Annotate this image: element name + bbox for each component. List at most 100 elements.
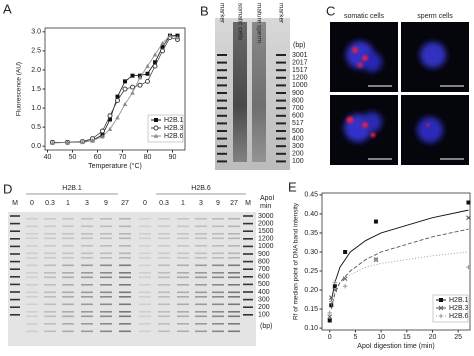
band <box>195 264 207 267</box>
y-tick-label: 0.25 <box>304 268 318 275</box>
band <box>276 145 286 148</box>
micrographs <box>330 22 469 165</box>
band <box>62 323 74 325</box>
band <box>81 284 93 286</box>
band <box>177 311 189 313</box>
band <box>212 311 224 313</box>
panel-label: D <box>3 181 12 196</box>
band <box>81 315 93 318</box>
point <box>100 128 105 134</box>
time-label: 9 <box>104 200 108 207</box>
band <box>100 284 112 286</box>
band <box>139 233 151 235</box>
band <box>44 303 56 306</box>
band <box>212 257 224 259</box>
time-unit: min <box>260 203 271 210</box>
band <box>81 311 93 313</box>
size-label: 500 <box>292 128 304 135</box>
band <box>158 303 170 306</box>
band <box>44 276 56 279</box>
band <box>119 303 131 306</box>
band <box>228 218 240 220</box>
band <box>212 264 224 267</box>
band <box>44 296 56 298</box>
plot-frame <box>321 192 471 331</box>
band <box>195 323 207 325</box>
band <box>139 303 151 306</box>
band <box>212 272 224 274</box>
band <box>26 323 38 325</box>
band <box>119 252 131 255</box>
group-label: H2B.6 <box>191 185 211 192</box>
unit-label: (bp) <box>293 42 305 49</box>
time-label: 0 <box>30 200 34 207</box>
band <box>139 218 151 220</box>
group-label: H2B.1 <box>62 185 82 192</box>
band <box>44 311 56 313</box>
band <box>44 330 56 333</box>
band <box>276 99 286 102</box>
band <box>81 330 93 333</box>
y-tick-label: 0.30 <box>304 249 318 256</box>
x-tick-label: 50 <box>69 154 77 161</box>
band <box>26 225 38 228</box>
point <box>152 52 158 57</box>
x-tick-label: 40 <box>44 154 52 161</box>
band <box>139 272 151 274</box>
band <box>276 137 286 140</box>
band <box>276 69 286 72</box>
band <box>217 152 227 155</box>
fit-line <box>330 228 469 310</box>
legend-box <box>147 114 184 143</box>
band <box>158 330 170 333</box>
band <box>158 264 170 267</box>
band <box>177 257 189 259</box>
time-label: 27 <box>230 200 238 207</box>
band <box>100 303 112 306</box>
point <box>145 78 150 84</box>
size-label: 600 <box>258 274 270 281</box>
point <box>107 113 113 119</box>
band <box>158 284 170 286</box>
band <box>177 303 189 306</box>
legend-label: H2B.6 <box>164 133 184 140</box>
x-tick-label: 10 <box>377 334 385 341</box>
point <box>80 140 85 145</box>
time-label: 0.3 <box>159 200 169 207</box>
size-label: 100 <box>292 158 304 165</box>
fit-line <box>330 209 469 302</box>
band <box>26 237 38 240</box>
column-label: sperm cells <box>417 13 453 20</box>
y-tick-label: 3.0 <box>31 29 41 36</box>
band <box>139 237 151 240</box>
band <box>100 264 112 267</box>
point <box>153 60 157 65</box>
point <box>115 94 120 99</box>
band <box>44 237 56 240</box>
band <box>217 122 227 125</box>
band <box>10 314 20 316</box>
size-label: 2017 <box>292 59 308 66</box>
band <box>158 276 170 279</box>
point <box>145 63 150 68</box>
band <box>44 257 56 259</box>
band <box>81 291 93 294</box>
band <box>158 315 170 318</box>
x-tick-label: 70 <box>119 154 127 161</box>
x-tick-label: 80 <box>144 154 152 161</box>
size-label: 200 <box>258 304 270 311</box>
x-axis-label: ApoI digestion time (min) <box>357 343 434 350</box>
y-tick-label: 2.5 <box>31 48 41 55</box>
band <box>44 225 56 228</box>
band <box>228 284 240 286</box>
lane-label: somatic cells <box>236 3 243 41</box>
band <box>62 237 74 240</box>
band <box>276 114 286 117</box>
band <box>177 323 189 325</box>
band <box>212 284 224 286</box>
band <box>212 315 224 318</box>
band <box>217 145 227 148</box>
size-label: 700 <box>292 105 304 112</box>
band <box>228 296 240 298</box>
size-label: 700 <box>258 266 270 273</box>
